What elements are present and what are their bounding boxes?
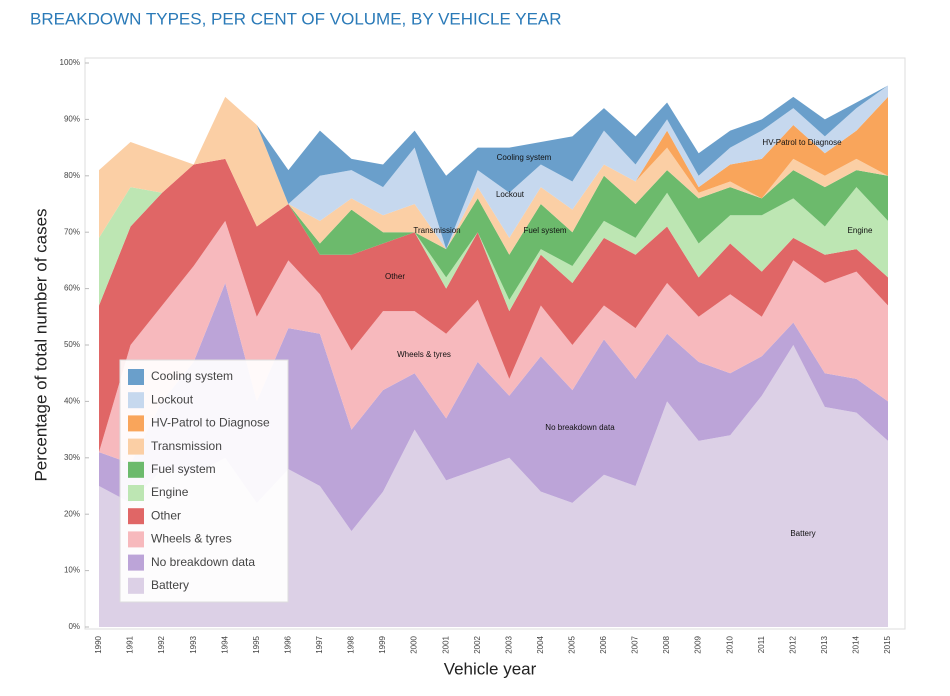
- x-tick-label: 1993: [189, 635, 198, 653]
- area: [99, 345, 888, 627]
- legend-label: Engine: [151, 485, 189, 499]
- x-tick-label: 1998: [347, 635, 356, 653]
- y-axis-label: Percentage of total number of cases: [31, 208, 50, 481]
- area-label: Cooling system: [497, 153, 552, 162]
- x-tick-label: 2002: [473, 635, 482, 653]
- legend-label: Cooling system: [151, 369, 233, 383]
- x-tick-label: 1994: [220, 635, 229, 653]
- legend-label: Transmission: [151, 439, 222, 453]
- area-label: HV-Patrol to Diagnose: [762, 138, 842, 147]
- area: [99, 220, 888, 464]
- area-label: Other: [385, 272, 405, 281]
- y-tick-label: 10%: [64, 566, 80, 575]
- y-tick-label: 90%: [64, 115, 80, 124]
- chart-title: BREAKDOWN TYPES, PER CENT OF VOLUME, BY …: [30, 9, 562, 28]
- legend-label: Other: [151, 508, 181, 522]
- x-tick-label: 2001: [441, 635, 450, 653]
- y-tick-label: 100%: [60, 58, 80, 67]
- y-tick-label: 40%: [64, 397, 80, 406]
- y-tick-label: 60%: [64, 284, 80, 293]
- area: [99, 96, 888, 255]
- x-tick-label: 1996: [283, 635, 292, 653]
- legend-box: [119, 359, 289, 603]
- legend-swatch: [128, 415, 144, 432]
- area-label: Lockout: [496, 190, 525, 199]
- x-axis-label: Vehicle year: [444, 659, 537, 678]
- x-tick-label: 2007: [631, 635, 640, 653]
- area: [99, 158, 888, 300]
- y-tick-label: 70%: [64, 227, 80, 236]
- area: [99, 282, 888, 532]
- area-label: Battery: [790, 529, 815, 538]
- y-tick-label: 20%: [64, 509, 80, 518]
- legend-swatch: [128, 531, 144, 548]
- area: [99, 158, 888, 312]
- legend-label: HV-Patrol to Diagnose: [151, 416, 270, 430]
- x-tick-label: 1992: [157, 635, 166, 653]
- x-tick-label: 2006: [599, 635, 608, 653]
- y-tick-label: 30%: [64, 453, 80, 462]
- area: [99, 85, 888, 250]
- legend-swatch: [128, 554, 144, 571]
- area-label: No breakdown data: [545, 423, 615, 432]
- x-tick-label: 1999: [378, 635, 387, 653]
- areas: [99, 85, 888, 627]
- x-tick-label: 1990: [94, 635, 103, 653]
- x-tick-label: 2000: [410, 635, 419, 653]
- legend-swatch: [128, 392, 144, 409]
- area: [99, 85, 888, 250]
- x-tick-label: 1997: [315, 635, 324, 653]
- area-label: Transmission: [413, 226, 460, 235]
- area-label: Fuel system: [523, 226, 566, 235]
- x-tick-label: 2009: [694, 635, 703, 653]
- x-tick-label: 2005: [568, 635, 577, 653]
- x-tick-label: 1995: [252, 635, 261, 653]
- legend-swatch: [128, 461, 144, 478]
- area: [99, 96, 888, 250]
- area-label: Engine: [848, 226, 873, 235]
- legend-label: Wheels & tyres: [151, 532, 232, 546]
- x-tick-label: 2003: [504, 635, 513, 653]
- legend-swatch: [128, 508, 144, 525]
- legend-label: Fuel system: [151, 462, 216, 476]
- legend-swatch: [128, 485, 144, 501]
- legend-swatch: [128, 369, 144, 385]
- x-tick-label: 2008: [662, 635, 671, 653]
- x-tick-label: 2015: [883, 635, 892, 653]
- y-tick-label: 80%: [64, 171, 80, 180]
- legend-label: No breakdown data: [151, 555, 255, 569]
- x-tick-label: 2012: [788, 635, 797, 653]
- legend-label: Battery: [151, 578, 189, 592]
- legend-label: Lockout: [151, 392, 194, 406]
- axes: 0% 10% 20% 30% 40% 50% 60% 70% 80% 90% 100% 1990 199…: [60, 58, 893, 654]
- x-tick-label: 1991: [126, 635, 135, 653]
- x-tick-label: 2004: [536, 635, 545, 653]
- y-tick-label: 50%: [64, 340, 80, 349]
- area: [99, 158, 888, 453]
- x-tick-label: 2010: [725, 635, 734, 653]
- x-tick-label: 2014: [852, 635, 861, 653]
- y-tick-label: 0%: [68, 622, 80, 631]
- legend-swatch: [128, 438, 144, 455]
- x-tick-label: 2011: [757, 635, 766, 653]
- legend-swatch: [128, 577, 144, 594]
- legend: Cooling system Lockout HV-Patrol to Diagno…: [119, 359, 289, 603]
- x-tick-label: 2013: [820, 635, 829, 653]
- area-label: Wheels & tyres: [397, 350, 451, 359]
